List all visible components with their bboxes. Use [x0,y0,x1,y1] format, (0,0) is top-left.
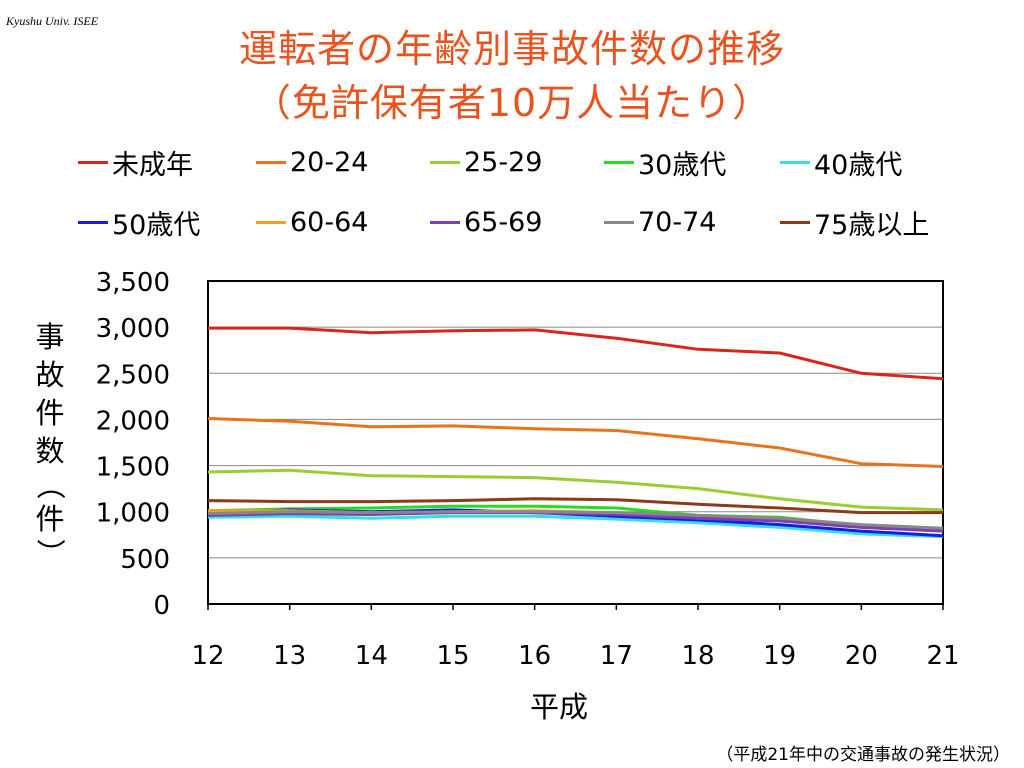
series-line [207,468,944,512]
legend-swatch [256,160,286,164]
legend-item: 25-29 [430,142,542,182]
legend-swatch [604,220,634,224]
legend-swatch [78,220,108,224]
legend-label: 60-64 [290,206,369,238]
series-line [208,326,944,381]
x-tick-label: 13 [273,641,306,671]
legend-label: 70-74 [638,206,717,238]
legend-label: 40歳代 [814,149,903,181]
x-tick-label: 20 [845,641,878,671]
y-axis-label-char: 事 [35,320,65,354]
x-axis-label: 平成 [530,690,589,724]
y-tick-label: 3,000 [96,314,170,344]
x-tick-label: 14 [355,641,388,671]
y-tick-label: 1,000 [96,499,170,529]
legend-item: 65-69 [430,202,542,242]
legend-item: 60-64 [256,202,368,242]
series-line [207,510,944,530]
x-tick-label: 19 [763,641,796,671]
y-tick-label: 2,000 [96,406,170,436]
legend-label: 未成年 [112,149,193,181]
x-tick-label: 17 [600,641,633,671]
y-axis-label-char: 数 [35,434,65,468]
x-tick-label: 12 [191,641,224,671]
source-note: （平成21年中の交通事故の発生状況） [716,745,1010,765]
y-axis-label-char: 件 [35,502,65,536]
legend-label: 75歳以上 [814,209,930,241]
legend-label: 50歳代 [112,209,201,241]
y-axis-label-char: 件 [35,396,65,430]
x-tick-label: 15 [436,641,469,671]
x-tick-label: 18 [681,641,714,671]
y-tick-label: 3,500 [96,268,170,298]
legend-label: 30歳代 [638,149,727,181]
chart-title: 運転者の年齢別事故件数の推移 [238,27,785,71]
chart-subtitle: （免許保有者10万人当たり） [252,81,772,125]
x-tick-label: 16 [518,641,551,671]
legend-label: 65-69 [464,206,543,238]
y-tick-label: 1,500 [96,453,170,483]
legend-swatch [604,160,634,164]
legend-item: 未成年 [78,142,193,182]
x-tick-label: 21 [926,641,959,671]
legend-swatch [78,160,108,164]
legend-label: 20-24 [290,146,369,178]
legend-item: 75歳以上 [780,202,929,242]
legend-item: 50歳代 [78,202,200,242]
legend-swatch [780,160,810,164]
legend-item: 40歳代 [780,142,902,182]
legend-item: 70-74 [604,202,716,242]
legend-label: 25-29 [464,146,543,178]
legend-swatch [256,220,286,224]
legend-swatch [780,220,810,224]
plot-area [207,280,944,605]
legend-item: 30歳代 [604,142,726,182]
legend: 未成年 20-24 25-29 30歳代 40歳代 50歳代 60-64 65-69 70-74… [0,140,1024,250]
legend-item: 20-24 [256,142,368,182]
series-line [207,514,944,539]
legend-swatch [430,160,460,164]
institution-tag: Kyushu Univ. ISEE [6,14,99,28]
series-line [207,497,943,515]
y-axis-label: 事故件数（件） [30,318,70,568]
y-tick-label: 500 [120,545,170,575]
y-tick-label: 0 [153,591,170,621]
y-tick-label: 2,500 [96,360,170,390]
y-axis-label-char: 故 [35,358,65,392]
legend-swatch [430,220,460,224]
series-line [207,417,944,468]
